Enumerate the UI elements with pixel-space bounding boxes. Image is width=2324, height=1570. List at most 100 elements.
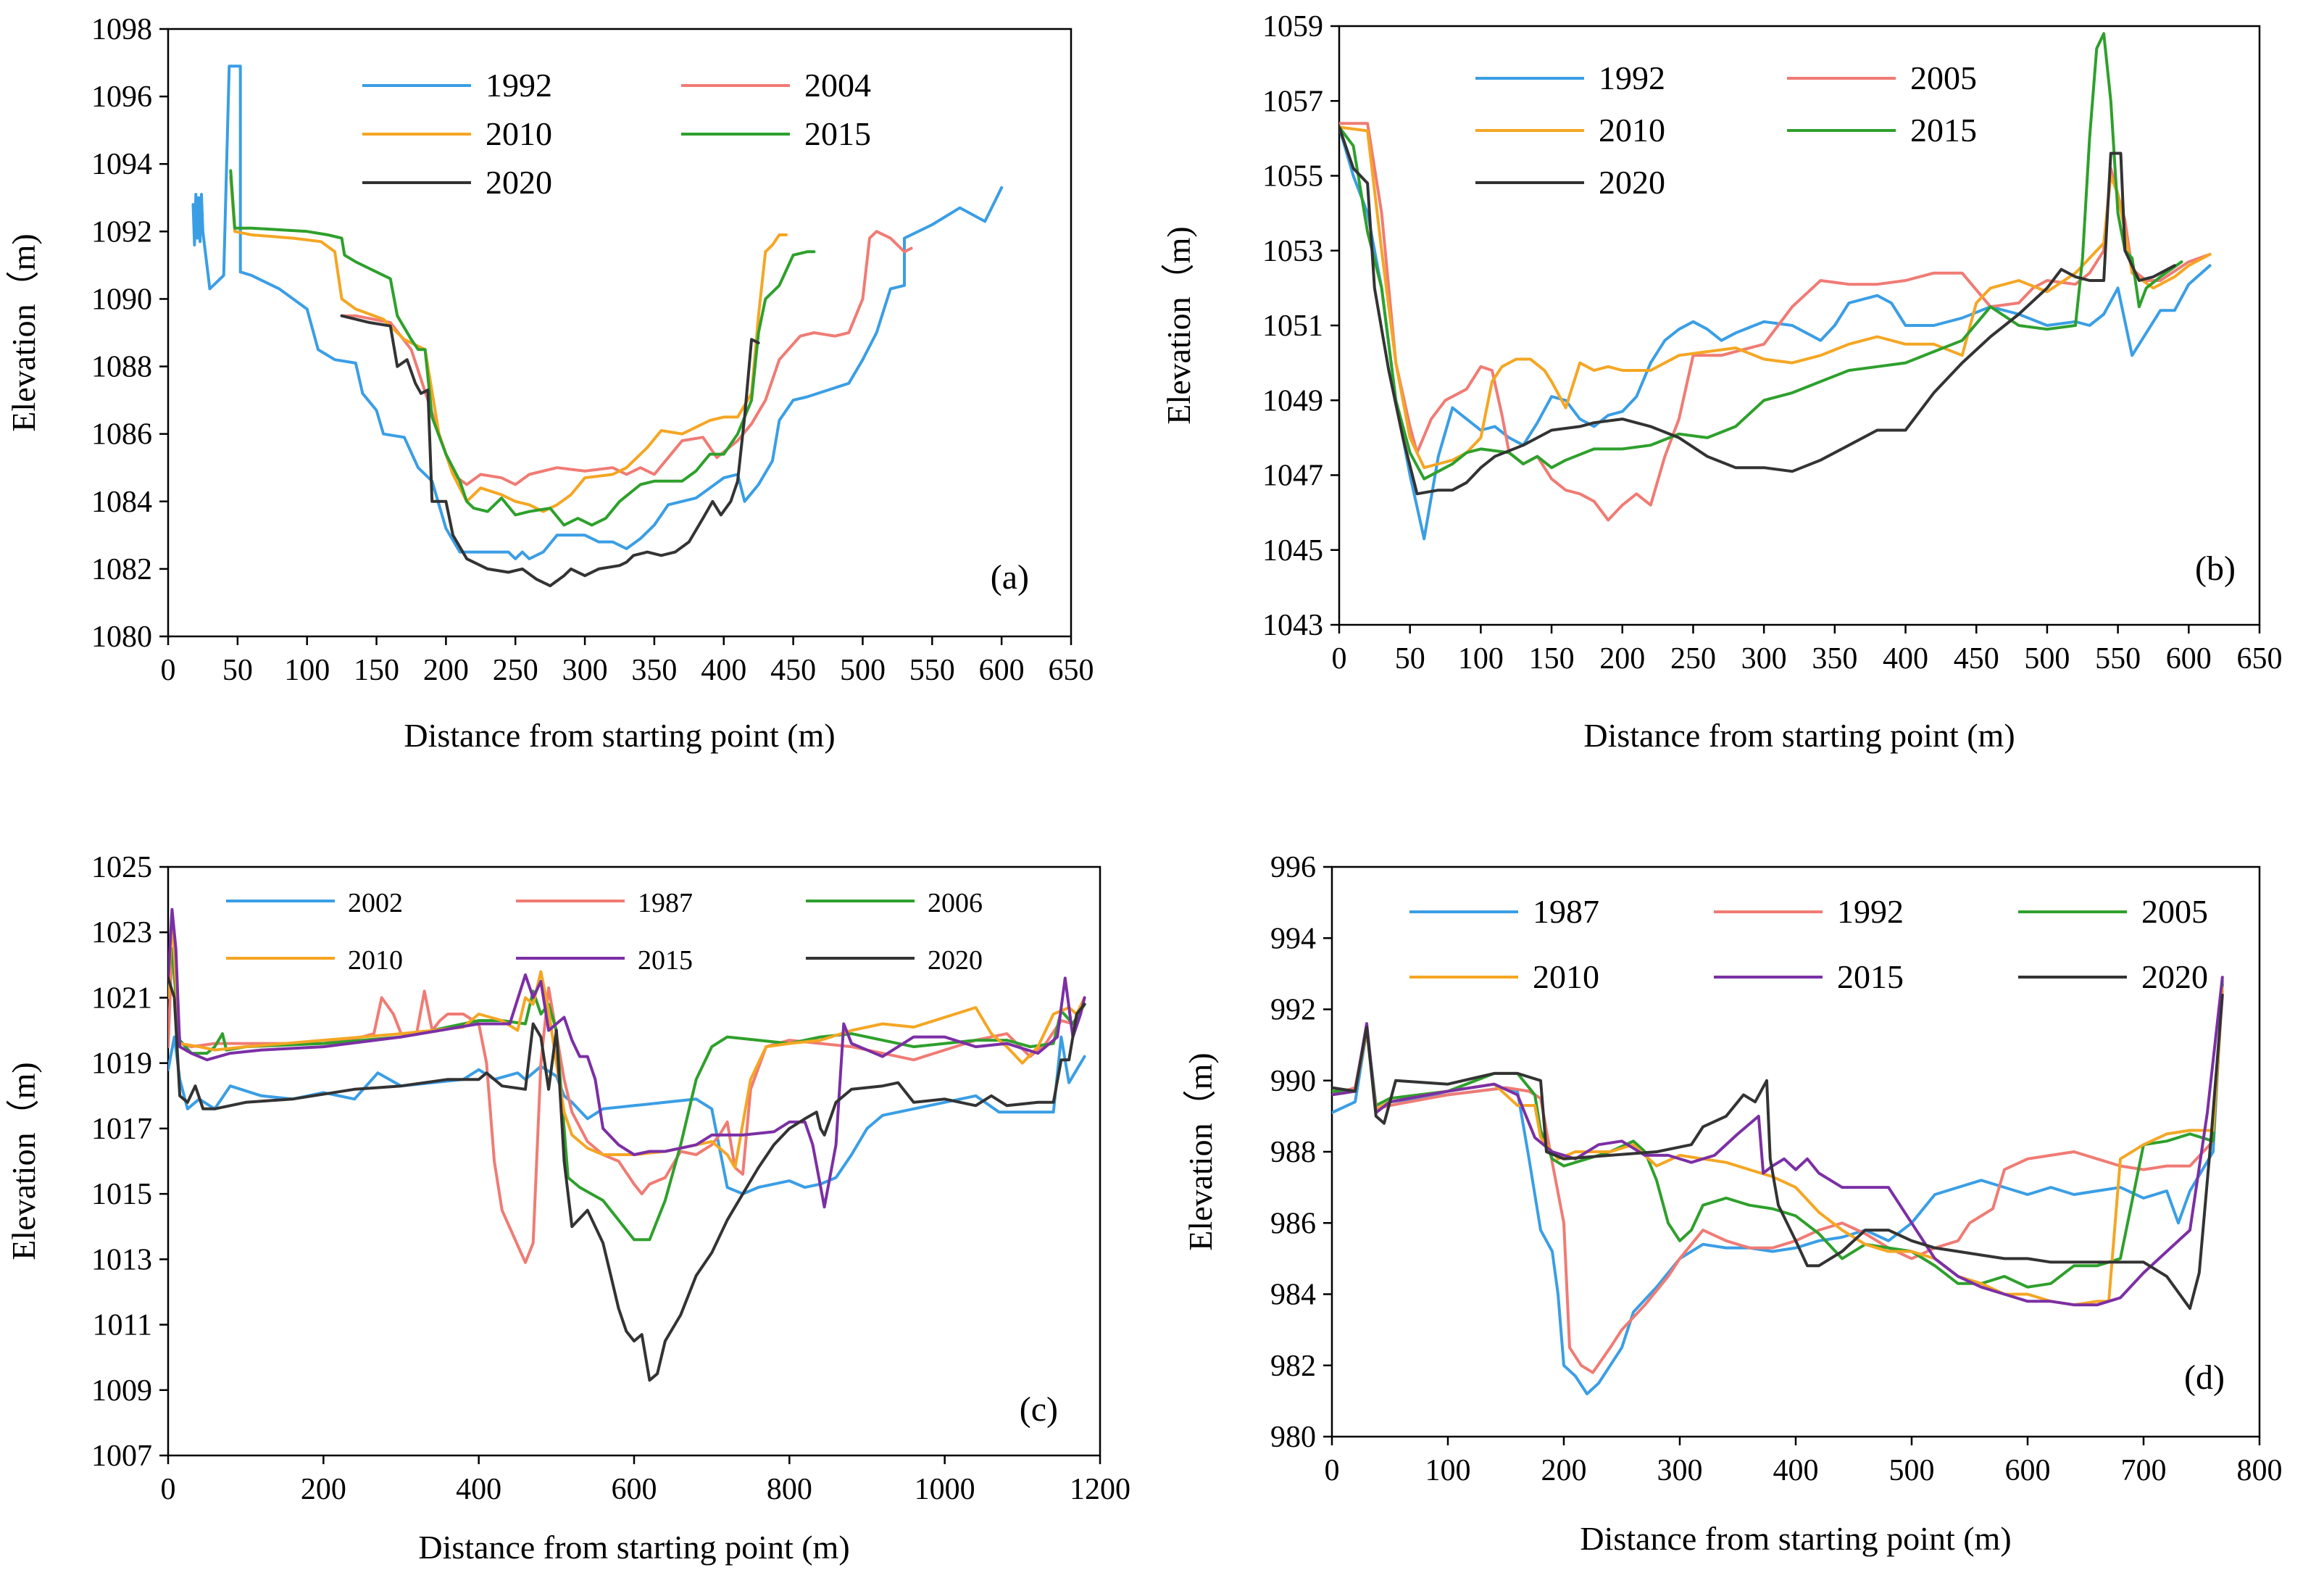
legend-label-1987: 1987 bbox=[638, 888, 693, 918]
x-tick-label: 200 bbox=[301, 1473, 346, 1506]
legend-label-2020: 2020 bbox=[486, 164, 552, 201]
y-tick-label: 1043 bbox=[1262, 609, 1323, 642]
legend-label-1992: 1992 bbox=[1837, 893, 1904, 930]
series-line-2010 bbox=[168, 914, 1086, 1169]
y-tick-label: 1059 bbox=[1262, 10, 1323, 43]
x-tick-label: 650 bbox=[1049, 654, 1094, 687]
plot-frame bbox=[167, 28, 1073, 638]
legend-label-2002: 2002 bbox=[348, 888, 403, 918]
legend-label-2005: 2005 bbox=[2141, 893, 2208, 930]
x-tick-label: 600 bbox=[2166, 642, 2212, 676]
y-tick-label: 986 bbox=[1270, 1207, 1316, 1240]
y-tick-label: 1013 bbox=[91, 1243, 152, 1276]
series-line-2020 bbox=[168, 976, 1086, 1382]
x-tick-label: 200 bbox=[1599, 642, 1645, 676]
y-tick-label: 982 bbox=[1270, 1350, 1316, 1383]
x-tick-label: 1200 bbox=[1070, 1473, 1130, 1506]
legend-label-2004: 2004 bbox=[804, 67, 871, 104]
legend-label-2020: 2020 bbox=[1599, 164, 1665, 201]
series-line-2005 bbox=[1339, 122, 2212, 522]
y-tick-label: 1017 bbox=[91, 1113, 152, 1146]
legend-label-2006: 2006 bbox=[928, 888, 983, 918]
x-tick-label: 350 bbox=[1812, 642, 1857, 676]
series-line-1987 bbox=[1332, 979, 2224, 1395]
y-tick-label: 1053 bbox=[1262, 235, 1323, 268]
series-line-2010 bbox=[1332, 987, 2224, 1307]
x-tick-label: 50 bbox=[1395, 642, 1425, 676]
y-tick-label: 1007 bbox=[91, 1440, 152, 1473]
series-line-2015 bbox=[229, 169, 816, 527]
y-tick-label: 1088 bbox=[91, 351, 152, 384]
y-tick-label: 1009 bbox=[91, 1374, 152, 1408]
x-tick-label: 500 bbox=[840, 654, 886, 687]
y-tick-label: 994 bbox=[1270, 922, 1316, 955]
legend-label-2015: 2015 bbox=[804, 115, 871, 152]
series-line-2020 bbox=[340, 314, 760, 588]
x-tick-label: 100 bbox=[1458, 642, 1504, 676]
legend-label-2020: 2020 bbox=[2141, 958, 2208, 995]
series-line-1992 bbox=[191, 65, 1004, 560]
x-axis-label: Distance from starting point (m) bbox=[418, 1529, 849, 1566]
chart-panel-d: 980 982 984 986 988 990 992 994 996 0 100 200 300 400… bbox=[1182, 851, 2283, 1557]
x-tick-label: 150 bbox=[354, 654, 399, 687]
x-tick-label: 400 bbox=[1773, 1454, 1819, 1487]
x-tick-label: 50 bbox=[222, 654, 253, 687]
series-line-2020 bbox=[1339, 125, 2176, 496]
y-tick-label: 1057 bbox=[1262, 85, 1323, 118]
panel-label: (b) bbox=[2195, 549, 2236, 588]
x-tick-label: 150 bbox=[1529, 642, 1575, 676]
y-tick-label: 984 bbox=[1270, 1279, 1316, 1312]
y-tick-label: 996 bbox=[1270, 851, 1316, 884]
legend-label-2015: 2015 bbox=[1910, 112, 1977, 149]
legend-label-1992: 1992 bbox=[1599, 59, 1665, 96]
x-tick-label: 0 bbox=[161, 654, 176, 687]
y-tick-label: 1082 bbox=[91, 553, 152, 586]
x-axis-label: Distance from starting point (m) bbox=[404, 717, 835, 754]
x-tick-label: 450 bbox=[770, 654, 816, 687]
legend-label-1992: 1992 bbox=[486, 67, 552, 104]
x-tick-label: 1000 bbox=[915, 1473, 975, 1506]
x-tick-label: 200 bbox=[1541, 1454, 1587, 1487]
y-tick-label: 1094 bbox=[91, 148, 152, 181]
y-tick-label: 1080 bbox=[91, 620, 152, 654]
x-tick-label: 550 bbox=[2095, 642, 2141, 676]
series-line-1992 bbox=[1332, 989, 2224, 1374]
legend-label-2005: 2005 bbox=[1910, 59, 1977, 96]
legend-label-2015: 2015 bbox=[1837, 958, 1904, 995]
x-tick-label: 450 bbox=[1954, 642, 1999, 676]
x-tick-label: 800 bbox=[2237, 1454, 2283, 1487]
x-tick-label: 600 bbox=[2005, 1454, 2051, 1487]
x-tick-label: 100 bbox=[284, 654, 330, 687]
legend-label-2010: 2010 bbox=[1599, 112, 1665, 149]
x-tick-label: 250 bbox=[493, 654, 538, 687]
series-line-2005 bbox=[1332, 983, 2224, 1289]
y-tick-label: 992 bbox=[1270, 994, 1316, 1027]
y-tick-label: 1096 bbox=[91, 80, 152, 114]
x-tick-label: 400 bbox=[1883, 642, 1928, 676]
y-axis-label: Elevation（m) bbox=[1160, 226, 1197, 424]
x-tick-label: 300 bbox=[1657, 1454, 1703, 1487]
x-tick-label: 550 bbox=[909, 654, 955, 687]
series-line-2015 bbox=[1332, 976, 2224, 1307]
y-tick-label: 1092 bbox=[91, 215, 152, 249]
x-tick-label: 200 bbox=[423, 654, 469, 687]
x-tick-label: 300 bbox=[562, 654, 608, 687]
y-tick-label: 1090 bbox=[91, 283, 152, 316]
x-tick-label: 500 bbox=[2024, 642, 2070, 676]
x-axis-label: Distance from starting point (m) bbox=[1583, 717, 2015, 754]
y-axis-label: Elevation（m) bbox=[5, 1062, 42, 1260]
y-tick-label: 1084 bbox=[91, 486, 152, 519]
y-axis-label: Elevation（m) bbox=[1182, 1052, 1219, 1250]
x-tick-label: 100 bbox=[1425, 1454, 1471, 1487]
x-tick-label: 800 bbox=[767, 1473, 812, 1506]
x-tick-label: 250 bbox=[1670, 642, 1716, 676]
x-tick-label: 0 bbox=[1332, 642, 1347, 676]
series-line-1987 bbox=[168, 947, 1086, 1264]
y-axis-label: Elevation（m) bbox=[5, 233, 42, 431]
y-tick-label: 1019 bbox=[91, 1047, 152, 1081]
legend-label-2010: 2010 bbox=[348, 945, 403, 976]
x-tick-label: 500 bbox=[1889, 1454, 1935, 1487]
x-tick-label: 600 bbox=[979, 654, 1025, 687]
y-tick-label: 1047 bbox=[1262, 460, 1323, 493]
chart-panel-b: 1043 1045 1047 1049 1051 1053 1055 1057 1059 0 50 1… bbox=[1160, 10, 2283, 754]
